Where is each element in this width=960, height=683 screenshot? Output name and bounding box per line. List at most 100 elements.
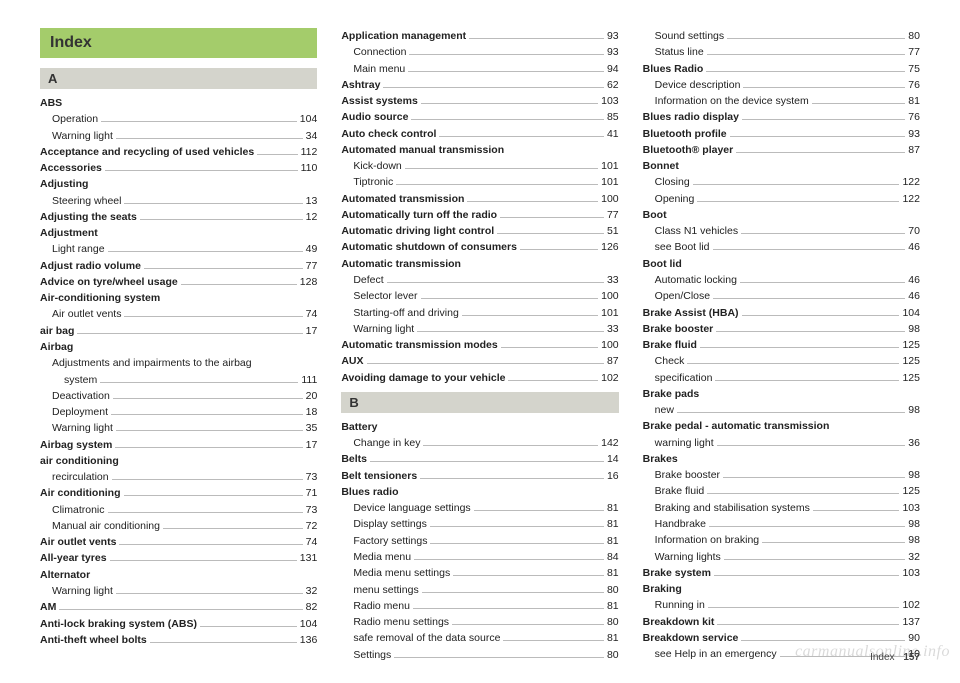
entry-label: Warning light <box>52 420 113 436</box>
entry-label: Battery <box>341 419 377 435</box>
entry-page: 81 <box>607 565 619 581</box>
leader-line <box>414 559 604 560</box>
entry-label: Automatically turn off the radio <box>341 207 497 223</box>
entry-label: Media menu settings <box>353 565 450 581</box>
leader-line <box>409 54 604 55</box>
entry-page: 51 <box>607 223 619 239</box>
entry-label: Radio menu settings <box>353 614 449 630</box>
leader-line <box>420 478 604 479</box>
entry-page: 125 <box>902 370 920 386</box>
leader-line <box>709 526 905 527</box>
entry-label: Information on braking <box>655 532 759 548</box>
entry-page: 102 <box>902 597 920 613</box>
leader-line <box>144 268 303 269</box>
entry-label: Brake booster <box>643 321 714 337</box>
entry-label: AUX <box>341 353 363 369</box>
entry-page: 103 <box>902 565 920 581</box>
entry-page: 84 <box>607 549 619 565</box>
entry-page: 101 <box>601 158 619 174</box>
entry-label: Blues Radio <box>643 61 704 77</box>
entry-label: Deactivation <box>52 388 110 404</box>
entry-label: Bluetooth profile <box>643 126 727 142</box>
index-entry: Blues radio <box>341 484 618 500</box>
entry-label: Acceptance and recycling of used vehicle… <box>40 144 254 160</box>
index-entry: Information on the device system81 <box>643 93 920 109</box>
entry-label: Light range <box>52 241 105 257</box>
index-entry: Adjustments and impairments to the airba… <box>40 355 317 371</box>
index-entry: Radio menu81 <box>341 598 618 614</box>
entry-label: Airbag <box>40 339 73 355</box>
entry-label: Warning lights <box>655 549 721 565</box>
leader-line <box>707 493 899 494</box>
entry-page: 14 <box>607 451 619 467</box>
leader-line <box>677 412 905 413</box>
entry-label: Adjustments and impairments to the airba… <box>52 355 252 371</box>
leader-line <box>417 331 604 332</box>
index-entry: Class N1 vehicles70 <box>643 223 920 239</box>
leader-line <box>430 526 604 527</box>
index-entry: Adjustment <box>40 225 317 241</box>
index-entry: Anti-lock braking system (ABS)104 <box>40 616 317 632</box>
entry-label: Defect <box>353 272 383 288</box>
index-entry: Deployment18 <box>40 404 317 420</box>
leader-line <box>467 201 598 202</box>
leader-line <box>108 512 303 513</box>
leader-line <box>453 575 604 576</box>
entry-label: Brake fluid <box>643 337 697 353</box>
leader-line <box>452 624 604 625</box>
entry-label: Change in key <box>353 435 420 451</box>
index-entry: Automated manual transmission <box>341 142 618 158</box>
entry-page: 131 <box>300 550 318 566</box>
watermark-text: carmanualsonline.info <box>795 643 950 661</box>
index-entry: Warning light33 <box>341 321 618 337</box>
index-entry: Automatic locking46 <box>643 272 920 288</box>
entry-page: 125 <box>902 353 920 369</box>
entry-label: Automatic transmission <box>341 256 461 272</box>
index-entry: Adjusting <box>40 176 317 192</box>
index-entry: Air conditioning71 <box>40 485 317 501</box>
entry-label: Status line <box>655 44 704 60</box>
leader-line <box>105 170 298 171</box>
index-entry: Media menu settings 81 <box>341 565 618 581</box>
entry-page: 102 <box>601 370 619 386</box>
entry-page: 81 <box>607 598 619 614</box>
leader-line <box>181 284 297 285</box>
index-entry: Avoiding damage to your vehicle102 <box>341 370 618 386</box>
leader-line <box>742 315 900 316</box>
leader-line <box>706 71 905 72</box>
index-entry: Automated transmission100 <box>341 191 618 207</box>
index-entry: Braking <box>643 581 920 597</box>
leader-line <box>717 624 899 625</box>
entry-label: Blues radio <box>341 484 398 500</box>
index-entry: Main menu94 <box>341 61 618 77</box>
leader-line <box>108 251 303 252</box>
index-entry: Check125 <box>643 353 920 369</box>
entry-label: Factory settings <box>353 533 427 549</box>
leader-line <box>405 168 598 169</box>
entry-label: Belts <box>341 451 367 467</box>
leader-line <box>370 461 604 462</box>
entry-label: Device language settings <box>353 500 470 516</box>
index-entry: Brake fluid125 <box>643 337 920 353</box>
leader-line <box>693 184 900 185</box>
entry-label: Alternator <box>40 567 90 583</box>
index-entry: Climatronic73 <box>40 502 317 518</box>
entry-page: 101 <box>601 174 619 190</box>
index-entry: warning light36 <box>643 435 920 451</box>
entry-label: Connection <box>353 44 406 60</box>
leader-line <box>59 609 302 610</box>
index-entry: specification125 <box>643 370 920 386</box>
entry-label: Adjusting <box>40 176 88 192</box>
entry-label: Advice on tyre/wheel usage <box>40 274 178 290</box>
column-1: IndexAABSOperation104Warning light34Acce… <box>40 28 317 663</box>
entry-page: 35 <box>306 420 318 436</box>
leader-line <box>116 593 303 594</box>
index-entry: Warning light34 <box>40 128 317 144</box>
leader-line <box>716 331 905 332</box>
leader-line <box>113 398 303 399</box>
index-entry: Boot lid <box>643 256 920 272</box>
leader-line <box>500 217 604 218</box>
index-entry: Brake Assist (HBA)104 <box>643 305 920 321</box>
entry-label: Selector lever <box>353 288 417 304</box>
entry-label: ABS <box>40 95 62 111</box>
